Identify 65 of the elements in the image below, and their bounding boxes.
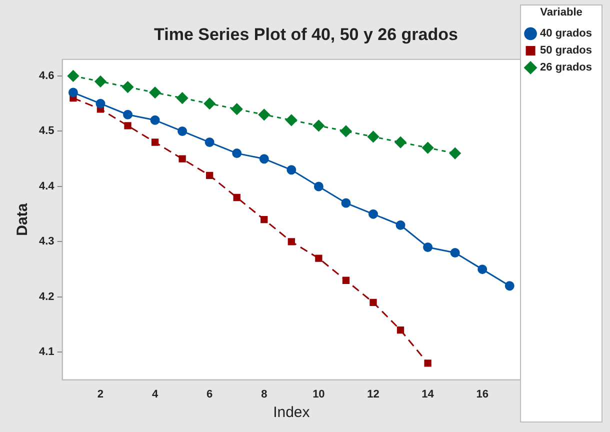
point (204, 98, 216, 110)
point (149, 86, 161, 98)
point (259, 154, 269, 164)
point (449, 148, 461, 160)
x-tick-label: 4 (152, 388, 159, 400)
point (123, 110, 133, 120)
point (312, 120, 324, 132)
point (370, 298, 377, 306)
point (204, 138, 214, 148)
point (124, 122, 132, 130)
point (424, 360, 432, 367)
point (423, 242, 433, 252)
x-tick-label: 14 (422, 388, 435, 400)
y-tick-label: 4.5 (38, 125, 54, 138)
point (68, 88, 78, 98)
point (341, 198, 351, 208)
point (504, 281, 514, 291)
point (394, 136, 406, 148)
point (342, 276, 350, 284)
y-tick-label: 4.3 (38, 236, 54, 248)
point (286, 114, 298, 126)
point (67, 70, 79, 82)
point (314, 182, 324, 192)
y-tick-label: 4.2 (38, 290, 54, 303)
legend-title: Variable (540, 6, 582, 19)
x-tick-label: 6 (206, 388, 213, 400)
x-axis-title: Index (273, 404, 310, 422)
point (178, 155, 186, 162)
point (286, 165, 296, 175)
point (150, 115, 160, 125)
point (450, 248, 460, 258)
point (94, 76, 106, 88)
point (258, 108, 270, 120)
x-tick-label: 10 (312, 388, 325, 400)
point (206, 172, 214, 179)
point (340, 125, 352, 137)
x-tick-label: 16 (476, 388, 488, 400)
y-tick-label: 4.4 (38, 180, 56, 192)
y-tick-label: 4.6 (38, 70, 54, 82)
point (260, 216, 268, 224)
point (178, 126, 188, 136)
x-tick-label: 8 (261, 388, 268, 400)
point (478, 264, 488, 274)
legend-label: 50 grados (540, 44, 592, 57)
y-tick-label: 4.1 (38, 346, 54, 358)
point (232, 148, 242, 158)
point (96, 98, 106, 108)
point (233, 194, 240, 202)
point (367, 130, 379, 142)
point (396, 220, 406, 230)
x-tick-label: 12 (367, 388, 380, 400)
point (231, 103, 243, 115)
point (176, 92, 188, 104)
point (396, 326, 404, 334)
point (122, 81, 134, 93)
point (315, 254, 322, 262)
y-axis-title: Data (14, 202, 32, 236)
legend-label: 40 grados (540, 28, 592, 40)
chart-title: Time Series Plot of 40, 50 y 26 grados (154, 24, 458, 44)
point (422, 142, 434, 154)
point (368, 209, 378, 219)
legend-label: 26 grados (540, 62, 592, 74)
point (151, 138, 159, 146)
x-tick-label: 2 (97, 388, 104, 400)
point (288, 238, 295, 246)
